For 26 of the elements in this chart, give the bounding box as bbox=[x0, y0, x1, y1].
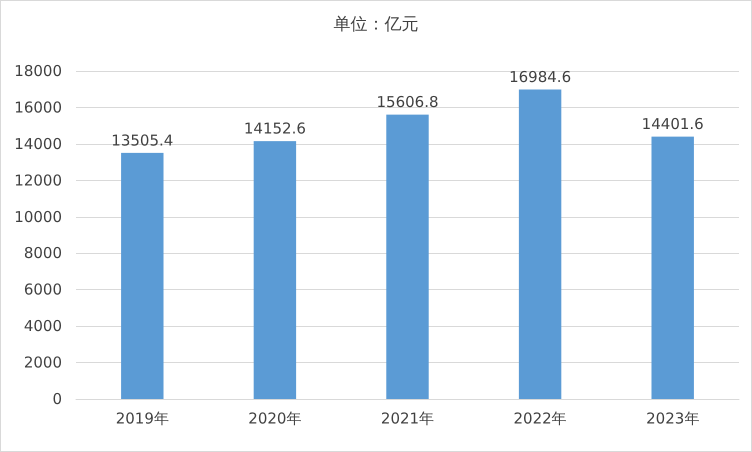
chart-title: 单位：亿元 bbox=[334, 14, 418, 34]
x-tick-label: 2019年 bbox=[116, 410, 169, 428]
bar bbox=[518, 90, 562, 399]
bar bbox=[254, 141, 296, 399]
y-tick-label: 10000 bbox=[14, 208, 62, 226]
data-label: 14152.6 bbox=[244, 120, 306, 138]
y-tick-label: 2000 bbox=[24, 354, 62, 372]
x-tick-label: 2020年 bbox=[248, 410, 302, 428]
x-tick-label: 2022年 bbox=[514, 410, 567, 428]
y-tick-label: 6000 bbox=[24, 280, 62, 299]
y-tick-label: 8000 bbox=[24, 244, 62, 262]
bar bbox=[121, 152, 164, 399]
x-tick-label: 2023年 bbox=[646, 410, 700, 428]
x-tick-label: 2021年 bbox=[380, 410, 434, 428]
data-label: 13505.4 bbox=[111, 131, 174, 150]
data-label: 14401.6 bbox=[642, 115, 704, 134]
bar bbox=[386, 114, 429, 399]
y-tick-label: 4000 bbox=[24, 317, 62, 336]
y-tick-label: 0 bbox=[52, 390, 62, 408]
y-tick-label: 16000 bbox=[14, 98, 62, 116]
data-label: 16984.6 bbox=[509, 68, 572, 86]
data-label: 15606.8 bbox=[376, 93, 439, 112]
bar bbox=[651, 136, 694, 399]
y-tick-label: 18000 bbox=[14, 62, 62, 80]
y-tick-label: 14000 bbox=[14, 134, 62, 153]
y-tick-label: 12000 bbox=[14, 171, 62, 190]
